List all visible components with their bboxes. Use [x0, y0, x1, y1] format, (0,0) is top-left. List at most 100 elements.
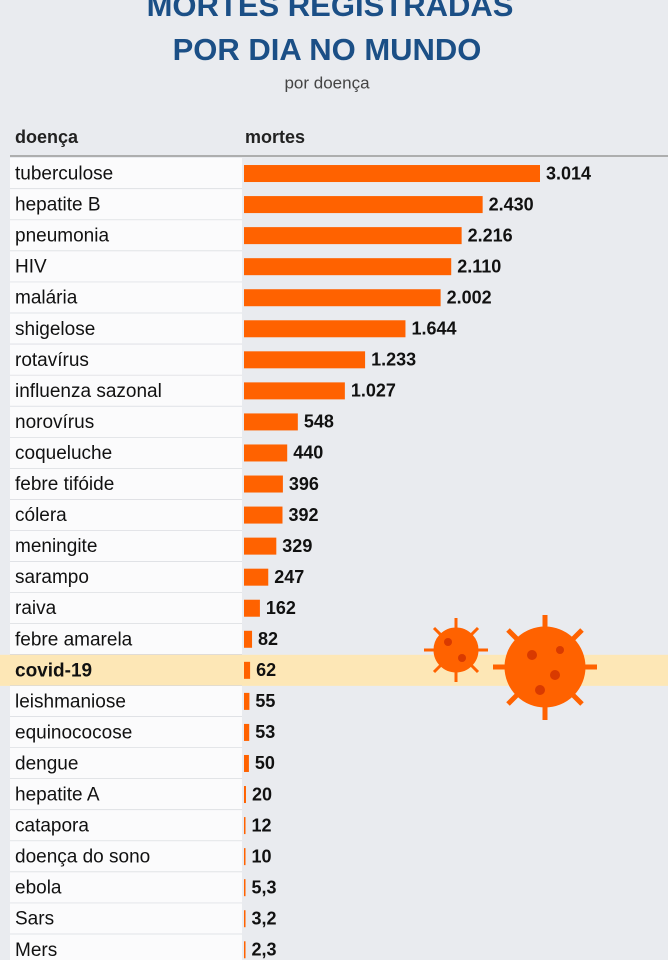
value-label: 329	[282, 536, 312, 556]
bar	[244, 661, 251, 679]
category-label: meningite	[15, 536, 97, 557]
bar	[244, 754, 249, 772]
row-bg	[10, 903, 242, 935]
chart-title-line: POR DIA NO MUNDO	[173, 32, 482, 67]
value-label: 548	[304, 412, 334, 432]
value-label: 440	[293, 443, 323, 463]
row-bg	[10, 934, 242, 960]
value-label: 20	[252, 784, 272, 804]
value-label: 55	[255, 691, 275, 711]
row-bg	[10, 313, 242, 345]
category-label: malária	[15, 288, 78, 309]
row-bg	[10, 406, 242, 438]
category-label: rotavírus	[15, 350, 89, 371]
row-bg	[10, 841, 242, 873]
value-label: 1.027	[351, 381, 396, 401]
category-label: febre tifóide	[15, 474, 114, 495]
category-label: Sars	[15, 909, 54, 930]
value-label: 2.002	[447, 287, 492, 307]
category-label: influenza sazonal	[15, 381, 162, 402]
value-label: 1.644	[411, 319, 456, 339]
category-label: dengue	[15, 753, 78, 774]
category-label: covid-19	[15, 660, 92, 681]
category-label: febre amarela	[15, 629, 133, 650]
value-label: 3,2	[252, 908, 277, 928]
value-label: 53	[255, 722, 275, 742]
category-label: doença do sono	[15, 847, 150, 868]
chart-subtitle: por doença	[284, 73, 370, 92]
category-label: equinococose	[15, 722, 132, 743]
bar	[244, 568, 269, 586]
column-header: doença	[15, 127, 79, 147]
row-bg	[10, 810, 242, 842]
bar	[244, 817, 246, 835]
bar	[244, 382, 345, 400]
bar	[244, 475, 283, 493]
row-bg	[10, 779, 242, 811]
row-bg	[10, 251, 242, 283]
category-label: ebola	[15, 878, 62, 899]
value-label: 2.430	[489, 194, 534, 214]
category-label: cólera	[15, 505, 67, 526]
row-bg	[10, 623, 242, 655]
row-bg	[10, 530, 242, 562]
bar	[244, 258, 452, 276]
value-label: 1.233	[371, 350, 416, 370]
bar	[244, 941, 246, 959]
category-label: hepatite B	[15, 195, 101, 216]
value-label: 5,3	[252, 877, 277, 897]
bar	[244, 227, 462, 245]
bar	[244, 444, 288, 462]
category-label: norovírus	[15, 412, 94, 433]
bar	[244, 289, 441, 307]
bar	[244, 723, 250, 741]
row-bg	[10, 282, 242, 314]
row-bg	[10, 344, 242, 376]
bar	[244, 692, 250, 710]
row-bg	[10, 468, 242, 500]
category-label: catapora	[15, 816, 89, 837]
category-label: shigelose	[15, 319, 95, 340]
value-label: 162	[266, 598, 296, 618]
bar	[244, 630, 253, 648]
category-label: Mers	[15, 940, 57, 960]
category-label: coqueluche	[15, 443, 112, 464]
column-header: mortes	[245, 127, 305, 147]
bar	[244, 506, 283, 524]
category-label: pneumonia	[15, 226, 109, 247]
virus-icon	[424, 615, 597, 720]
value-label: 10	[252, 846, 272, 866]
row-bg	[10, 220, 242, 252]
bar	[244, 599, 260, 617]
row-bg	[10, 375, 242, 407]
row-bg	[10, 561, 242, 593]
rows: tuberculose 3.014 hepatite B 2.430 pneumonia…	[0, 158, 668, 960]
bar	[244, 537, 277, 555]
bar	[244, 786, 246, 804]
bar	[244, 196, 483, 214]
value-label: 50	[255, 753, 275, 773]
value-label: 2,3	[252, 940, 277, 960]
value-label: 392	[288, 505, 318, 525]
row-bg	[10, 872, 242, 904]
category-label: sarampo	[15, 567, 89, 588]
value-label: 2.216	[468, 225, 513, 245]
category-label: hepatite A	[15, 785, 100, 806]
bar	[244, 351, 366, 369]
row-bg	[10, 189, 242, 221]
row-bg	[10, 685, 242, 717]
bar	[244, 320, 406, 338]
value-label: 3.014	[546, 163, 591, 183]
bar	[244, 413, 298, 431]
row-bg	[10, 716, 242, 748]
bar	[244, 165, 540, 183]
value-label: 2.110	[457, 256, 501, 276]
category-label: tuberculose	[15, 164, 113, 185]
category-label: leishmaniose	[15, 691, 126, 712]
value-label: 247	[274, 567, 304, 587]
bar	[244, 879, 246, 897]
bar	[244, 910, 246, 928]
row-bg	[10, 158, 242, 190]
row-bg	[10, 592, 242, 624]
